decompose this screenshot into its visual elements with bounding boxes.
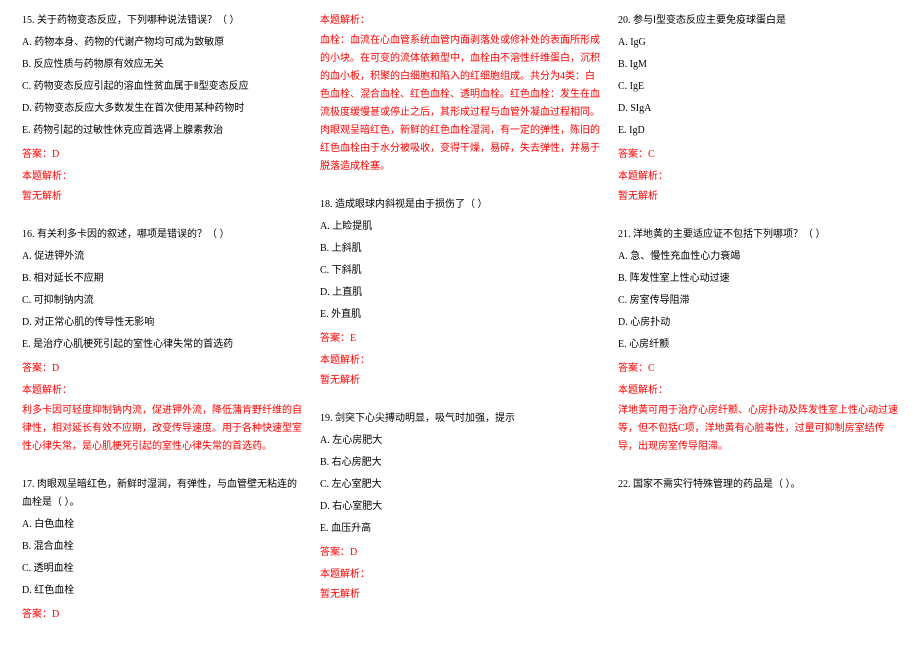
q19-opt-e: E. 血压升高 bbox=[320, 520, 600, 538]
q15-opt-a: A. 药物本身、药物的代谢产物均可成为致敏原 bbox=[22, 34, 302, 52]
q16-opt-e: E. 是治疗心肌梗死引起的室性心律失常的首选药 bbox=[22, 336, 302, 354]
q19-exp: 暂无解析 bbox=[320, 586, 600, 604]
q17-answer: 答案：D bbox=[22, 606, 302, 624]
q17-opt-b: B. 混合血栓 bbox=[22, 538, 302, 556]
q19-opt-b: B. 右心房肥大 bbox=[320, 454, 600, 472]
q20-exp: 暂无解析 bbox=[618, 188, 898, 206]
q18-opt-c: C. 下斜肌 bbox=[320, 262, 600, 280]
q18-answer: 答案：E bbox=[320, 330, 600, 348]
q15-opt-e: E. 药物引起的过敏性休克应首选肾上腺素救治 bbox=[22, 122, 302, 140]
q18-opt-b: B. 上斜肌 bbox=[320, 240, 600, 258]
spacer bbox=[320, 400, 600, 410]
q19-answer: 答案：D bbox=[320, 544, 600, 562]
q21-exp: 洋地黄可用于治疗心房纤颤、心房扑动及阵发性室上性心动过速等，但不包括C项，洋地黄… bbox=[618, 402, 898, 456]
spacer bbox=[618, 216, 898, 226]
q15-opt-c: C. 药物变态反应引起的溶血性贫血属于Ⅱ型变态反应 bbox=[22, 78, 302, 96]
q21-opt-d: D. 心房扑动 bbox=[618, 314, 898, 332]
q16-opt-d: D. 对正常心肌的传导性无影响 bbox=[22, 314, 302, 332]
q17-stem: 17. 肉眼观呈暗红色，新鲜时湿润，有弹性，与血管壁无粘连的血栓是（ ）。 bbox=[22, 476, 302, 512]
spacer bbox=[320, 614, 600, 624]
q15-opt-d: D. 药物变态反应大多数发生在首次使用某种药物时 bbox=[22, 100, 302, 118]
q20-opt-d: D. SIgA bbox=[618, 100, 898, 118]
q20-opt-a: A. IgG bbox=[618, 34, 898, 52]
q20-exp-label: 本题解析： bbox=[618, 168, 898, 186]
q20-opt-e: E. IgD bbox=[618, 122, 898, 140]
q19-opt-c: C. 左心室肥大 bbox=[320, 476, 600, 494]
q15-exp: 暂无解析 bbox=[22, 188, 302, 206]
q20-opt-c: C. IgE bbox=[618, 78, 898, 96]
q18-exp: 暂无解析 bbox=[320, 372, 600, 390]
spacer bbox=[618, 466, 898, 476]
q18-opt-d: D. 上直肌 bbox=[320, 284, 600, 302]
q19-opt-a: A. 左心房肥大 bbox=[320, 432, 600, 450]
spacer bbox=[320, 186, 600, 196]
q17-exp-label: 本题解析： bbox=[320, 12, 600, 30]
q15-stem: 15. 关于药物变态反应，下列哪种说法错误？（ ） bbox=[22, 12, 302, 30]
q16-answer: 答案：D bbox=[22, 360, 302, 378]
q17-opt-c: C. 透明血栓 bbox=[22, 560, 302, 578]
q18-opt-a: A. 上睑提肌 bbox=[320, 218, 600, 236]
q16-exp: 利多卡因可轻度抑制钠内流，促进钾外流，降低蒲肯野纤维的自律性，相对延长有效不应期… bbox=[22, 402, 302, 456]
q21-opt-b: B. 阵发性室上性心动过速 bbox=[618, 270, 898, 288]
q15-answer: 答案：D bbox=[22, 146, 302, 164]
q19-opt-d: D. 右心室肥大 bbox=[320, 498, 600, 516]
q17-opt-d: D. 红色血栓 bbox=[22, 582, 302, 600]
q19-stem: 19. 剑突下心尖搏动明显，吸气时加强，提示 bbox=[320, 410, 600, 428]
q21-stem: 21. 洋地黄的主要适应证不包括下列哪项？（ ） bbox=[618, 226, 898, 244]
q21-answer: 答案：C bbox=[618, 360, 898, 378]
q17-opt-a: A. 白色血栓 bbox=[22, 516, 302, 534]
spacer bbox=[22, 466, 302, 476]
q16-opt-a: A. 促进钾外流 bbox=[22, 248, 302, 266]
q21-opt-e: E. 心房纤颤 bbox=[618, 336, 898, 354]
q21-opt-a: A. 急、慢性充血性心力衰竭 bbox=[618, 248, 898, 266]
q20-answer: 答案：C bbox=[618, 146, 898, 164]
q18-opt-e: E. 外直肌 bbox=[320, 306, 600, 324]
q20-opt-b: B. IgM bbox=[618, 56, 898, 74]
q16-opt-b: B. 相对延长不应期 bbox=[22, 270, 302, 288]
q17-exp: 血栓：血流在心血管系统血管内面剥落处或修补处的表面所形成的小块。在可变的流体依赖… bbox=[320, 32, 600, 176]
q15-exp-label: 本题解析： bbox=[22, 168, 302, 186]
q22-stem: 22. 国家不需实行特殊管理的药品是（ ）。 bbox=[618, 476, 898, 494]
q21-opt-c: C. 房室传导阻滞 bbox=[618, 292, 898, 310]
exam-page: 15. 关于药物变态反应，下列哪种说法错误？（ ） A. 药物本身、药物的代谢产… bbox=[0, 0, 920, 651]
q16-stem: 16. 有关利多卡因的叙述，哪项是错误的？（ ） bbox=[22, 226, 302, 244]
q18-stem: 18. 造成眼球内斜视是由于损伤了（ ） bbox=[320, 196, 600, 214]
q21-exp-label: 本题解析： bbox=[618, 382, 898, 400]
q16-exp-label: 本题解析： bbox=[22, 382, 302, 400]
q19-exp-label: 本题解析： bbox=[320, 566, 600, 584]
spacer bbox=[22, 216, 302, 226]
q20-stem: 20. 参与Ⅰ型变态反应主要免疫球蛋白是 bbox=[618, 12, 898, 30]
q16-opt-c: C. 可抑制钠内流 bbox=[22, 292, 302, 310]
q18-exp-label: 本题解析： bbox=[320, 352, 600, 370]
q15-opt-b: B. 反应性质与药物原有效应无关 bbox=[22, 56, 302, 74]
